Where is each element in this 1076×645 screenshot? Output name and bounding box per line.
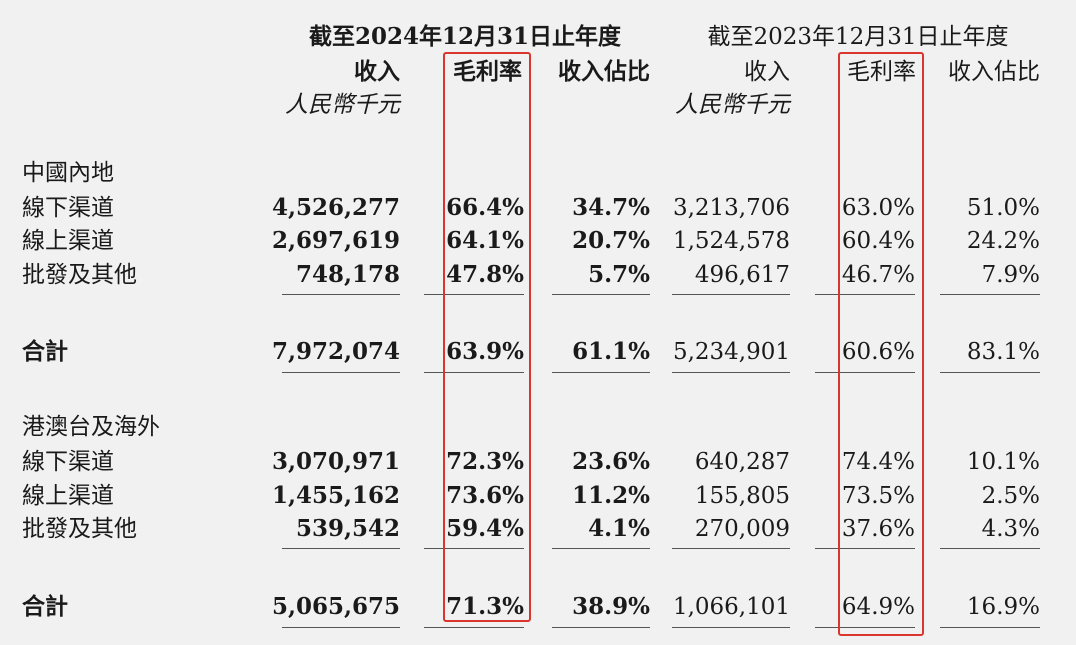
row-label: 批發及其他 [22, 262, 137, 288]
period-2023-header: 截至2023年12月31日止年度 [707, 24, 1009, 50]
revenue-2023-cell: 1,066,101 [672, 594, 790, 620]
revenue-share-2023-cell: 24.2% [966, 228, 1040, 254]
revenue-share-2024-cell: 23.6% [572, 448, 650, 475]
revenue-2023-cell: 270,009 [694, 516, 790, 542]
gross-margin-2023-cell: 46.7% [841, 262, 915, 288]
total-rule [552, 372, 650, 373]
gross-margin-2023-cell: 73.5% [841, 483, 915, 509]
total-rule [424, 627, 524, 628]
subtotal-rule [552, 548, 650, 549]
revenue-2024-header: 收入 [354, 58, 400, 85]
total-rule [815, 627, 915, 628]
currency-unit-2023: 人民幣千元 [675, 92, 790, 118]
total-label: 合計 [22, 338, 68, 365]
total-label: 合計 [22, 593, 68, 620]
subtotal-rule [672, 294, 790, 295]
gross-margin-2024-cell: 59.4% [446, 515, 524, 542]
revenue-2024-cell: 3,070,971 [271, 448, 400, 475]
subtotal-rule [940, 548, 1040, 549]
gross-margin-2023-header: 毛利率 [847, 59, 916, 85]
gross-margin-2024-header: 毛利率 [453, 58, 522, 85]
gross-margin-2023-cell: 64.9% [841, 594, 915, 620]
revenue-share-2024-cell: 5.7% [588, 261, 650, 288]
revenue-share-2023-cell: 10.1% [966, 449, 1040, 475]
revenue-share-2023-cell: 4.3% [981, 516, 1040, 542]
revenue-2024-cell: 4,526,277 [271, 194, 400, 221]
gross-margin-2024-cell: 63.9% [446, 338, 524, 365]
revenue-share-2024-cell: 38.9% [572, 593, 650, 620]
revenue-share-2023-cell: 16.9% [966, 594, 1040, 620]
row-label: 線下渠道 [22, 449, 114, 475]
section-title: 港澳台及海外 [22, 414, 160, 440]
total-rule [940, 627, 1040, 628]
gross-margin-2024-cell: 73.6% [446, 482, 524, 509]
currency-unit-2024: 人民幣千元 [285, 92, 400, 118]
total-rule [424, 372, 524, 373]
revenue-2024-cell: 539,542 [295, 515, 400, 542]
subtotal-rule [282, 548, 400, 549]
subtotal-rule [940, 294, 1040, 295]
total-rule [940, 372, 1040, 373]
revenue-share-2023-cell: 2.5% [981, 483, 1040, 509]
revenue-2024-cell: 1,455,162 [271, 482, 400, 509]
gross-margin-2023-cell: 37.6% [841, 516, 915, 542]
revenue-2024-cell: 2,697,619 [271, 227, 400, 254]
period-2024-header: 截至2024年12月31日止年度 [308, 23, 622, 50]
revenue-share-2023-cell: 7.9% [981, 262, 1040, 288]
revenue-2024-cell: 7,972,074 [271, 338, 400, 365]
subtotal-rule [424, 548, 524, 549]
revenue-2023-cell: 1,524,578 [672, 228, 790, 254]
gross-margin-2024-highlight [443, 52, 531, 622]
revenue-share-2023-header: 收入佔比 [948, 59, 1040, 85]
total-rule [672, 372, 790, 373]
revenue-2024-cell: 748,178 [295, 261, 400, 288]
subtotal-rule [282, 294, 400, 295]
total-rule [282, 372, 400, 373]
total-rule [815, 372, 915, 373]
revenue-2023-cell: 5,234,901 [672, 339, 790, 365]
revenue-share-2024-cell: 61.1% [572, 338, 650, 365]
gross-margin-2023-cell: 60.4% [841, 228, 915, 254]
row-label: 線上渠道 [22, 483, 114, 509]
row-label: 線下渠道 [22, 195, 114, 221]
subtotal-rule [672, 548, 790, 549]
gross-margin-2024-cell: 66.4% [446, 194, 524, 221]
revenue-2023-cell: 496,617 [694, 262, 790, 288]
revenue-2024-cell: 5,065,675 [271, 593, 400, 620]
revenue-share-2024-header: 收入佔比 [558, 58, 650, 85]
revenue-share-2024-cell: 4.1% [588, 515, 650, 542]
revenue-share-2024-cell: 34.7% [572, 194, 650, 221]
gross-margin-2023-highlight [838, 52, 924, 636]
row-label: 批發及其他 [22, 516, 137, 542]
gross-margin-2024-cell: 47.8% [446, 261, 524, 288]
revenue-share-2024-cell: 11.2% [572, 482, 650, 509]
total-rule [282, 627, 400, 628]
revenue-2023-cell: 3,213,706 [672, 195, 790, 221]
gross-margin-2024-cell: 71.3% [446, 593, 524, 620]
revenue-2023-header: 收入 [744, 59, 790, 85]
section-title: 中國內地 [22, 160, 114, 186]
gross-margin-2024-cell: 64.1% [446, 227, 524, 254]
revenue-share-2023-cell: 51.0% [966, 195, 1040, 221]
total-rule [552, 627, 650, 628]
revenue-2023-cell: 155,805 [694, 483, 790, 509]
gross-margin-2023-cell: 63.0% [841, 195, 915, 221]
revenue-share-2024-cell: 20.7% [572, 227, 650, 254]
subtotal-rule [552, 294, 650, 295]
gross-margin-2023-cell: 74.4% [841, 449, 915, 475]
subtotal-rule [424, 294, 524, 295]
row-label: 線上渠道 [22, 228, 114, 254]
subtotal-rule [815, 294, 915, 295]
subtotal-rule [815, 548, 915, 549]
gross-margin-2024-cell: 72.3% [446, 448, 524, 475]
gross-margin-2023-cell: 60.6% [841, 339, 915, 365]
total-rule [672, 627, 790, 628]
revenue-share-2023-cell: 83.1% [966, 339, 1040, 365]
revenue-2023-cell: 640,287 [694, 449, 790, 475]
